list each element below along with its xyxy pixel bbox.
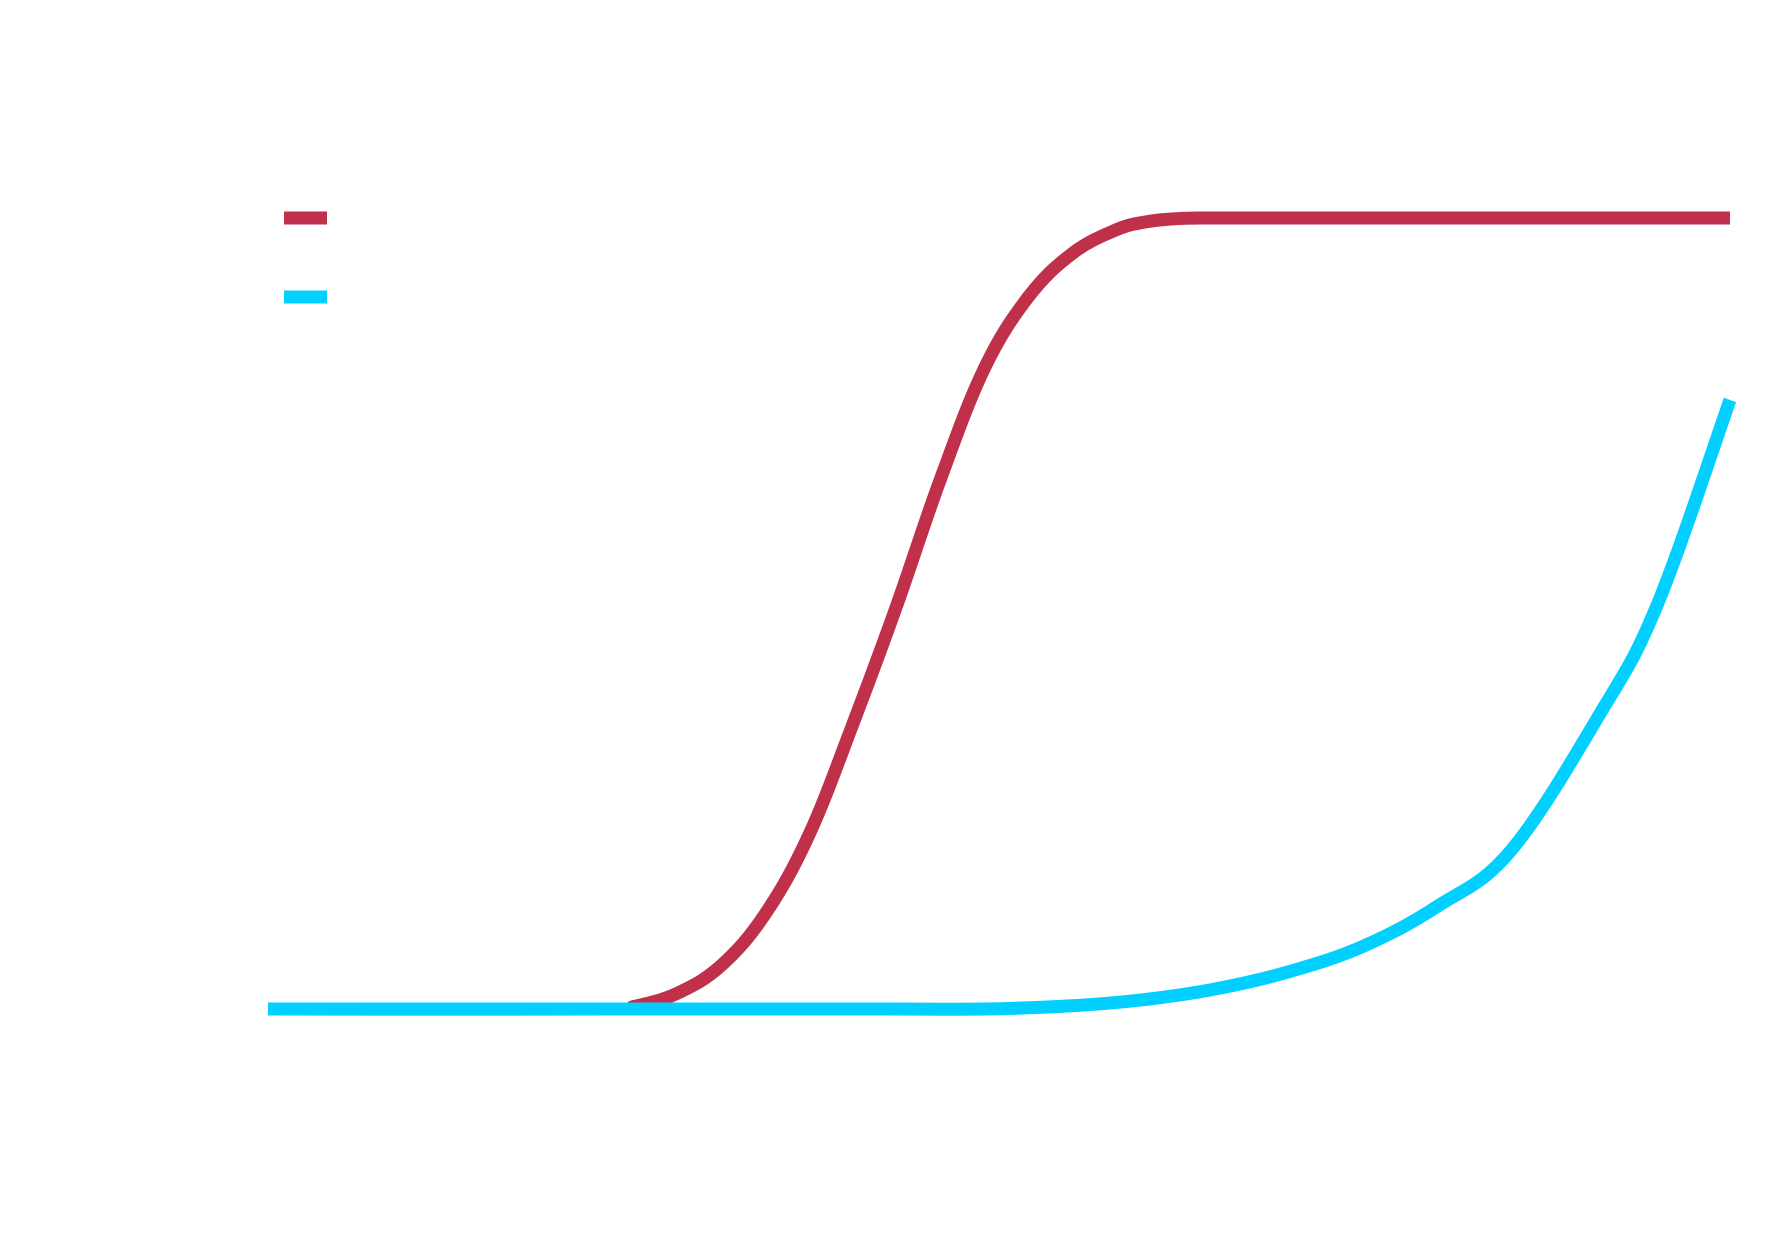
series-2-line (267, 397, 1737, 1016)
legend-swatch-2 (284, 290, 327, 304)
series-1-line (267, 211, 1730, 1016)
legend (284, 211, 327, 304)
legend-swatch-1 (284, 211, 327, 225)
plot-area (267, 211, 1737, 1016)
